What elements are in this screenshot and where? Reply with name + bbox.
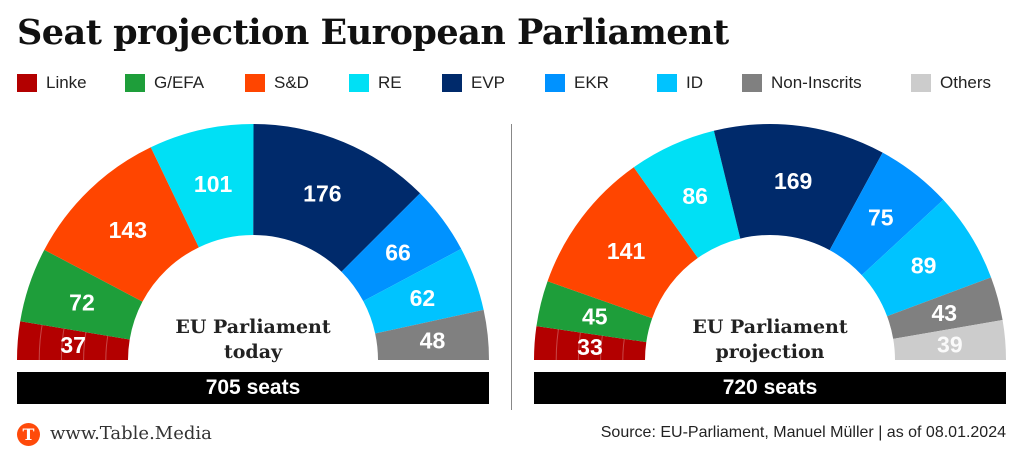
legend-swatch-sd <box>245 74 265 92</box>
footer-source: Source: EU-Parliament, Manuel Müller | a… <box>600 424 1006 441</box>
legend-item-others: Others <box>911 72 991 94</box>
seat-segment-evp <box>713 124 883 251</box>
seat-count-id: 62 <box>410 285 436 311</box>
seat-segment-ni <box>887 277 1003 339</box>
seats-total-bar-today: 705 seats <box>17 372 489 404</box>
seat-count-ekr: 66 <box>385 240 411 266</box>
seat-count-re: 86 <box>682 183 708 209</box>
legend-item-gefa: G/EFA <box>125 72 204 94</box>
legend-label-others: Others <box>940 73 992 92</box>
footer-site-link[interactable]: www.Table.Media <box>50 423 212 444</box>
legend-swatch-ni <box>742 74 762 92</box>
seat-count-id: 89 <box>911 252 937 278</box>
legend-swatch-linke <box>17 74 37 92</box>
legend-label-id: ID <box>686 73 703 92</box>
seat-segment-linke <box>17 321 130 360</box>
legend-item-id: ID <box>657 72 703 94</box>
seat-segment-ni <box>375 309 489 360</box>
seats-total-bar-projection: 720 seats <box>534 372 1006 404</box>
legend-label-ni: Non-Inscrits <box>771 73 862 92</box>
legend-item-ni: Non-Inscrits <box>742 72 862 94</box>
seat-segment-others <box>893 320 1006 360</box>
legend-item-re: RE <box>349 72 402 94</box>
seat-segment-sd <box>547 167 698 319</box>
chart-title: Seat projection European Parliament <box>17 12 729 53</box>
seat-segment-re <box>150 124 254 248</box>
seat-count-gefa: 45 <box>582 304 608 330</box>
seat-segment-id <box>861 199 992 317</box>
legend-item-evp: EVP <box>442 72 505 94</box>
chart-center-title-line: today <box>224 341 283 363</box>
seat-segment-linke <box>534 326 647 360</box>
seat-count-ni: 48 <box>420 328 446 354</box>
seat-count-ni: 43 <box>931 300 957 326</box>
seat-count-linke: 33 <box>577 334 603 360</box>
legend-item-linke: Linke <box>17 72 87 94</box>
chart-center-title-line: EU Parliament <box>692 316 848 338</box>
seat-segment-sd <box>44 147 199 302</box>
legend-item-sd: S&D <box>245 72 309 94</box>
seat-segment-id <box>363 248 484 334</box>
seat-segment-re <box>633 130 741 258</box>
legend-item-ekr: EKR <box>545 72 609 94</box>
legend-swatch-others <box>911 74 931 92</box>
seat-segment-evp <box>253 124 421 272</box>
legend-swatch-ekr <box>545 74 565 92</box>
seat-count-evp: 169 <box>774 168 812 194</box>
seat-count-sd: 141 <box>607 238 646 264</box>
legend-label-ekr: EKR <box>574 73 609 92</box>
seat-count-gefa: 72 <box>69 289 95 315</box>
seat-count-ekr: 75 <box>868 205 894 231</box>
seat-segment-gefa <box>536 281 653 343</box>
chart-center-title-line: projection <box>716 341 825 363</box>
legend-label-linke: Linke <box>46 73 87 92</box>
seat-segment-ekr <box>341 193 462 302</box>
parliament-chart-today: 37 72 143 101 176 66 62 48 EU Parliament today <box>17 124 489 363</box>
legend: Linke G/EFA S&D RE EVP EKR ID Non-Inscrits Other… <box>17 72 1017 94</box>
seat-count-sd: 143 <box>109 217 147 243</box>
seat-count-others: 39 <box>937 332 963 358</box>
seat-count-linke: 37 <box>60 332 86 358</box>
legend-swatch-gefa <box>125 74 145 92</box>
seat-count-evp: 176 <box>303 180 341 206</box>
seat-count-re: 101 <box>194 171 233 197</box>
legend-swatch-evp <box>442 74 462 92</box>
legend-swatch-id <box>657 74 677 92</box>
legend-label-gefa: G/EFA <box>154 73 205 92</box>
legend-label-evp: EVP <box>471 73 506 92</box>
chart-divider <box>511 124 512 410</box>
seat-segment-ekr <box>829 152 944 276</box>
table-media-logo-icon: T <box>17 423 40 446</box>
legend-label-sd: S&D <box>274 73 309 92</box>
chart-center-title-line: EU Parliament <box>175 316 331 338</box>
seat-segment-gefa <box>20 249 143 340</box>
legend-label-re: RE <box>378 73 402 92</box>
legend-swatch-re <box>349 74 369 92</box>
parliament-chart-projection: 33 45 141 86 169 75 89 43 39 EU Parliament project… <box>534 124 1006 363</box>
